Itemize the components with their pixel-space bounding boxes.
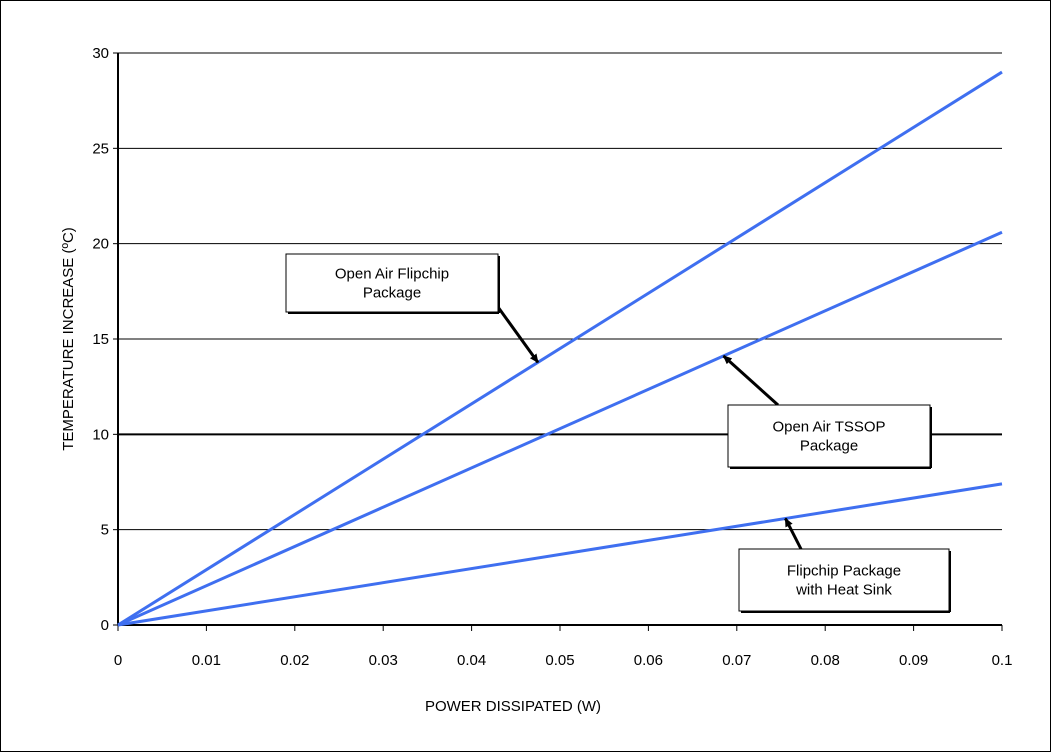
axes — [113, 52, 1003, 631]
y-tick-label-6: 30 — [92, 45, 109, 62]
y-tick-label-0: 0 — [101, 617, 109, 634]
series-line-2 — [117, 482, 1003, 627]
callout-arrow-2 — [784, 517, 803, 550]
y-axis-title: TEMPERATURE INCREASE (ºC) — [60, 227, 77, 451]
x-tick-label-6: 0.06 — [634, 652, 663, 669]
callout-label-2-line-0: Flipchip Package — [787, 563, 901, 580]
callouts: Open Air Flipchip Package Open Air TSSOP Pa… — [285, 253, 951, 613]
x-tick-label-9: 0.09 — [899, 652, 928, 669]
y-tick-label-3: 15 — [92, 331, 109, 348]
callout-label-0-line-1: Package — [363, 285, 421, 302]
x-tick-label-1: 0.01 — [192, 652, 221, 669]
x-axis-title: POWER DISSIPATED (W) — [425, 698, 601, 715]
x-tick-label-2: 0.02 — [280, 652, 309, 669]
y-tick-label-4: 20 — [92, 236, 109, 253]
y-tick-label-5: 25 — [92, 140, 109, 157]
x-tick-label-0: 0 — [114, 652, 122, 669]
y-tick-label-1: 5 — [101, 522, 109, 539]
x-tick-label-5: 0.05 — [545, 652, 574, 669]
x-tick-label-7: 0.07 — [722, 652, 751, 669]
callout-label-1-line-0: Open Air TSSOP — [772, 419, 885, 436]
series-line-1 — [117, 230, 1003, 627]
callout-arrow-1 — [722, 354, 780, 407]
y-tick-label-2: 10 — [92, 426, 109, 443]
y-tick-labels: 0 5 10 15 20 25 30 — [92, 45, 109, 634]
callout-box-1 — [727, 404, 931, 468]
x-tick-labels: 0 0.01 0.02 0.03 0.04 0.05 0.06 0.07 0.08 0.09 0.1 — [114, 652, 1013, 669]
callout-arrow-0 — [496, 306, 540, 364]
x-tick-label-3: 0.03 — [369, 652, 398, 669]
callout-box-0 — [285, 253, 499, 313]
series-line-0 — [117, 70, 1003, 627]
x-tick-label-10: 0.1 — [992, 652, 1013, 669]
callout-label-1-line-1: Package — [800, 438, 858, 455]
x-tick-label-8: 0.08 — [811, 652, 840, 669]
x-tick-label-4: 0.04 — [457, 652, 486, 669]
series-lines — [117, 70, 1003, 627]
callout-label-2-line-1: with Heat Sink — [795, 582, 892, 599]
callout-label-0-line-0: Open Air Flipchip — [335, 266, 449, 283]
callout-box-2 — [738, 548, 950, 612]
